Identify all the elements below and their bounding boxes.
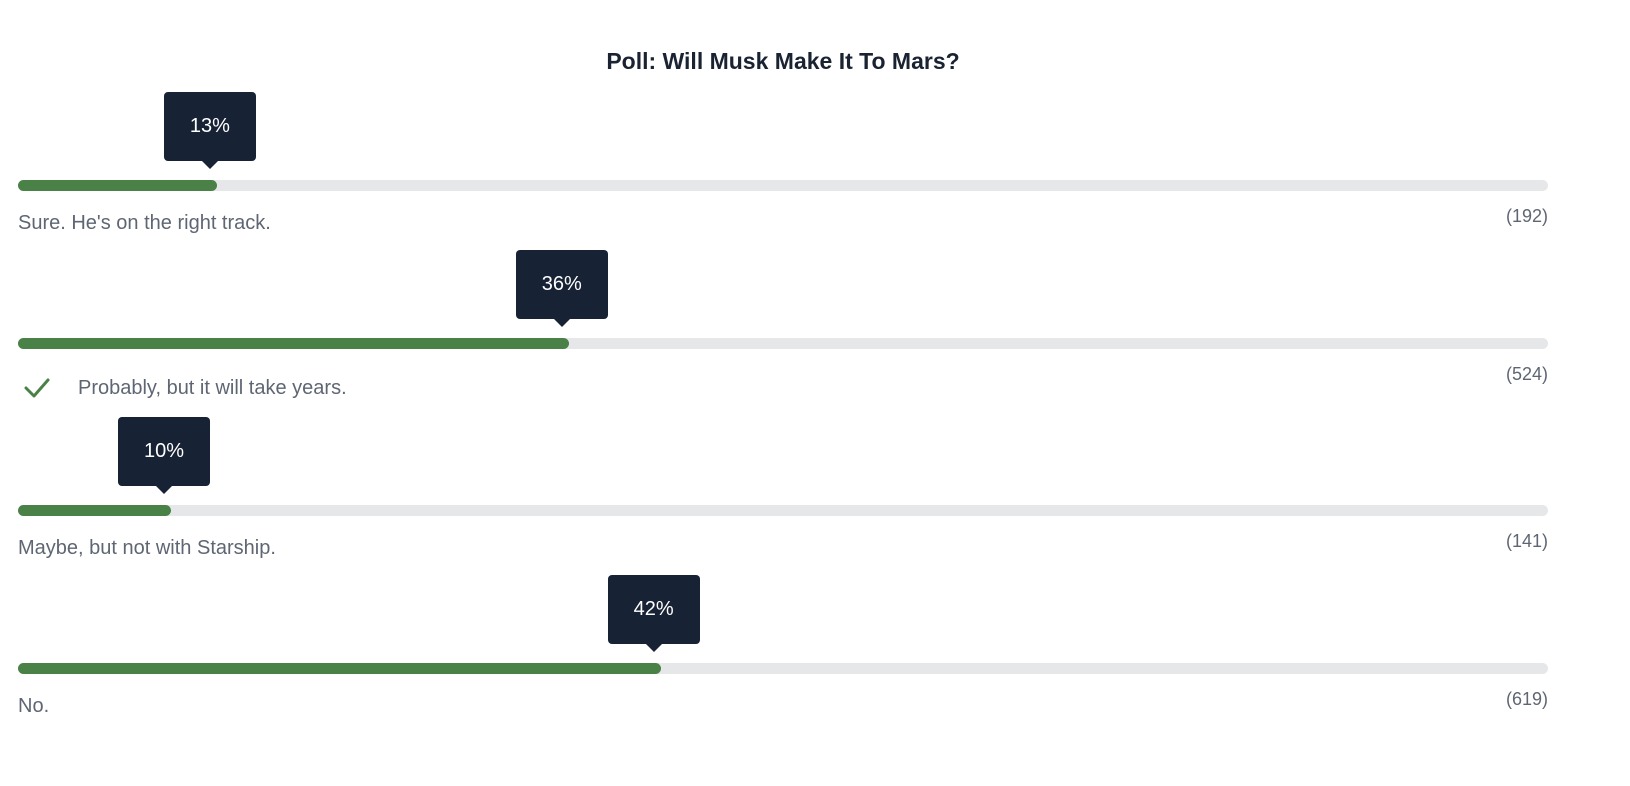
progress-fill	[18, 338, 569, 349]
option-label: No.	[18, 695, 49, 718]
vote-count: (192)	[1505, 206, 1548, 226]
progress-track	[18, 180, 1548, 191]
option-text: No.	[18, 695, 50, 717]
option-text: Maybe, but not with Starship.	[18, 537, 276, 559]
checkmark-icon	[24, 378, 50, 398]
percent-tooltip: 36%	[515, 250, 608, 327]
progress-track	[18, 338, 1548, 349]
percent-tooltip: 42%	[607, 575, 700, 652]
option-text: Probably, but it will take years.	[78, 376, 347, 399]
poll-title: Poll: Will Musk Make It To Mars?	[606, 48, 960, 74]
option-label: Sure. He's on the right track.	[18, 212, 271, 235]
progress-track	[18, 663, 1548, 674]
percent-tooltip: 10%	[118, 417, 210, 494]
option-text: Sure. He's on the right track.	[18, 212, 271, 234]
percent-tooltip: 13%	[163, 92, 256, 169]
progress-fill	[18, 663, 661, 674]
progress-fill	[18, 180, 217, 191]
vote-count: (141)	[1505, 531, 1548, 551]
option-label: Probably, but it will take years.	[18, 376, 347, 400]
vote-count: (619)	[1505, 689, 1548, 709]
vote-count: (524)	[1505, 364, 1548, 384]
progress-track	[18, 505, 1548, 516]
progress-fill	[18, 505, 171, 516]
option-label: Maybe, but not with Starship.	[18, 537, 276, 560]
